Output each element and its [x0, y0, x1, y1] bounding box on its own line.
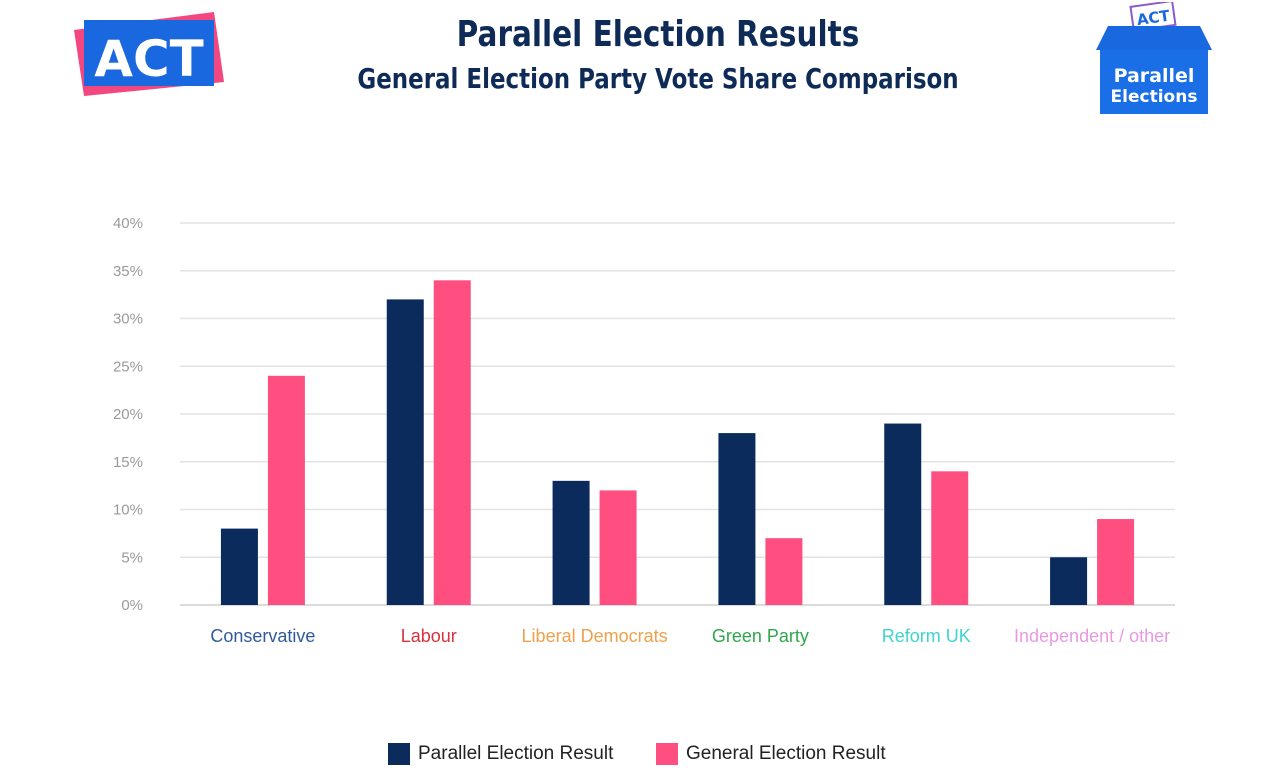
x-category-label: Labour	[401, 626, 457, 646]
bar-general	[599, 490, 637, 605]
svg-text:ACT: ACT	[94, 30, 204, 88]
y-tick-label: 0%	[121, 597, 143, 614]
legend-label: General Election Result	[686, 743, 886, 764]
y-tick-label: 20%	[113, 406, 143, 423]
bar-general	[267, 375, 305, 605]
x-category-label: Green Party	[712, 626, 809, 646]
bar-general	[1097, 519, 1135, 605]
x-category-label: Liberal Democrats	[522, 626, 668, 646]
svg-text:ACT: ACT	[1136, 7, 1172, 30]
legend-item-general: General Election Result	[656, 743, 886, 765]
svg-text:Parallel: Parallel	[1114, 65, 1195, 87]
chart-subtitle: General Election Party Vote Share Compar…	[357, 62, 959, 95]
chart-title: Parallel Election Results	[456, 14, 860, 55]
y-tick-label: 35%	[113, 263, 143, 280]
parallel-elections-logo: ACT Parallel Elections	[1094, 0, 1214, 118]
legend-item-parallel: Parallel Election Result	[388, 743, 613, 765]
act-logo: ACT	[74, 12, 224, 96]
x-category-label: Conservative	[210, 626, 315, 646]
bar-parallel	[220, 528, 258, 605]
y-tick-label: 25%	[113, 358, 143, 375]
bar-general	[931, 471, 969, 605]
bar-parallel	[718, 433, 756, 605]
bar-parallel	[552, 480, 590, 605]
legend-label: Parallel Election Result	[418, 743, 614, 764]
legend-swatch-parallel	[388, 743, 410, 765]
bar-general	[433, 280, 471, 605]
x-category-label: Reform UK	[882, 626, 971, 646]
bar-general	[765, 538, 803, 605]
y-tick-label: 30%	[113, 311, 143, 328]
bar-parallel	[884, 423, 922, 605]
svg-text:Elections: Elections	[1111, 87, 1198, 107]
y-tick-label: 40%	[113, 215, 143, 232]
x-category-label: Independent / other	[1014, 626, 1170, 646]
bar-parallel	[1050, 557, 1088, 605]
y-tick-label: 10%	[113, 502, 143, 519]
bar-parallel	[386, 299, 424, 605]
legend-swatch-general	[656, 743, 678, 765]
y-tick-label: 5%	[121, 549, 143, 566]
y-tick-label: 15%	[113, 454, 143, 471]
